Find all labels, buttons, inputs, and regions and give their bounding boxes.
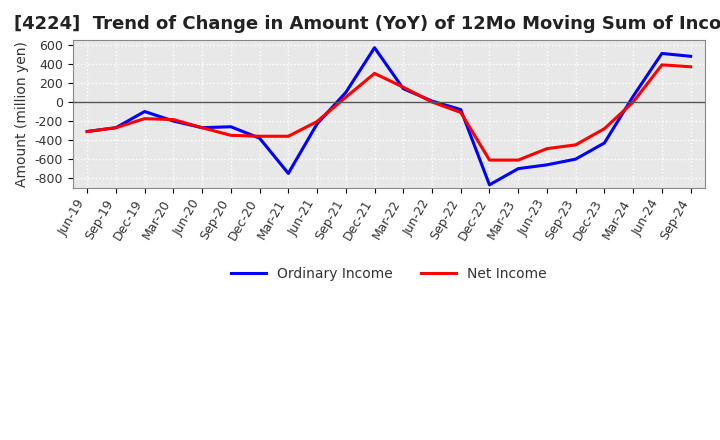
Net Income xyxy=(600,126,608,131)
Net Income xyxy=(428,99,436,105)
Ordinary Income xyxy=(370,45,379,50)
Ordinary Income xyxy=(341,90,350,95)
Net Income xyxy=(83,129,91,134)
Net Income xyxy=(370,71,379,76)
Ordinary Income xyxy=(600,140,608,146)
Net Income xyxy=(112,125,120,130)
Net Income xyxy=(140,116,149,121)
Net Income xyxy=(399,84,408,90)
Ordinary Income xyxy=(543,162,552,168)
Ordinary Income xyxy=(198,125,207,130)
Net Income xyxy=(514,158,523,163)
Ordinary Income xyxy=(140,109,149,114)
Net Income xyxy=(657,62,666,67)
Line: Net Income: Net Income xyxy=(87,65,690,160)
Net Income xyxy=(198,125,207,130)
Net Income xyxy=(256,134,264,139)
Ordinary Income xyxy=(256,136,264,141)
Net Income xyxy=(341,95,350,100)
Ordinary Income xyxy=(657,51,666,56)
Ordinary Income xyxy=(456,107,465,112)
Ordinary Income xyxy=(399,86,408,92)
Net Income xyxy=(572,142,580,147)
Net Income xyxy=(456,110,465,115)
Ordinary Income xyxy=(485,182,494,187)
Ordinary Income xyxy=(284,171,292,176)
Net Income xyxy=(284,134,292,139)
Net Income xyxy=(629,99,637,105)
Ordinary Income xyxy=(227,124,235,129)
Ordinary Income xyxy=(514,166,523,171)
Ordinary Income xyxy=(312,121,321,127)
Net Income xyxy=(169,117,178,122)
Net Income xyxy=(686,64,695,70)
Ordinary Income xyxy=(428,99,436,104)
Ordinary Income xyxy=(629,94,637,99)
Title: [4224]  Trend of Change in Amount (YoY) of 12Mo Moving Sum of Incomes: [4224] Trend of Change in Amount (YoY) o… xyxy=(14,15,720,33)
Ordinary Income xyxy=(686,54,695,59)
Net Income xyxy=(227,133,235,138)
Ordinary Income xyxy=(83,129,91,134)
Net Income xyxy=(543,146,552,151)
Ordinary Income xyxy=(169,118,178,124)
Ordinary Income xyxy=(572,157,580,162)
Line: Ordinary Income: Ordinary Income xyxy=(87,48,690,185)
Net Income xyxy=(485,158,494,163)
Net Income xyxy=(312,119,321,124)
Ordinary Income xyxy=(112,125,120,130)
Legend: Ordinary Income, Net Income: Ordinary Income, Net Income xyxy=(226,261,552,286)
Y-axis label: Amount (million yen): Amount (million yen) xyxy=(15,41,29,187)
